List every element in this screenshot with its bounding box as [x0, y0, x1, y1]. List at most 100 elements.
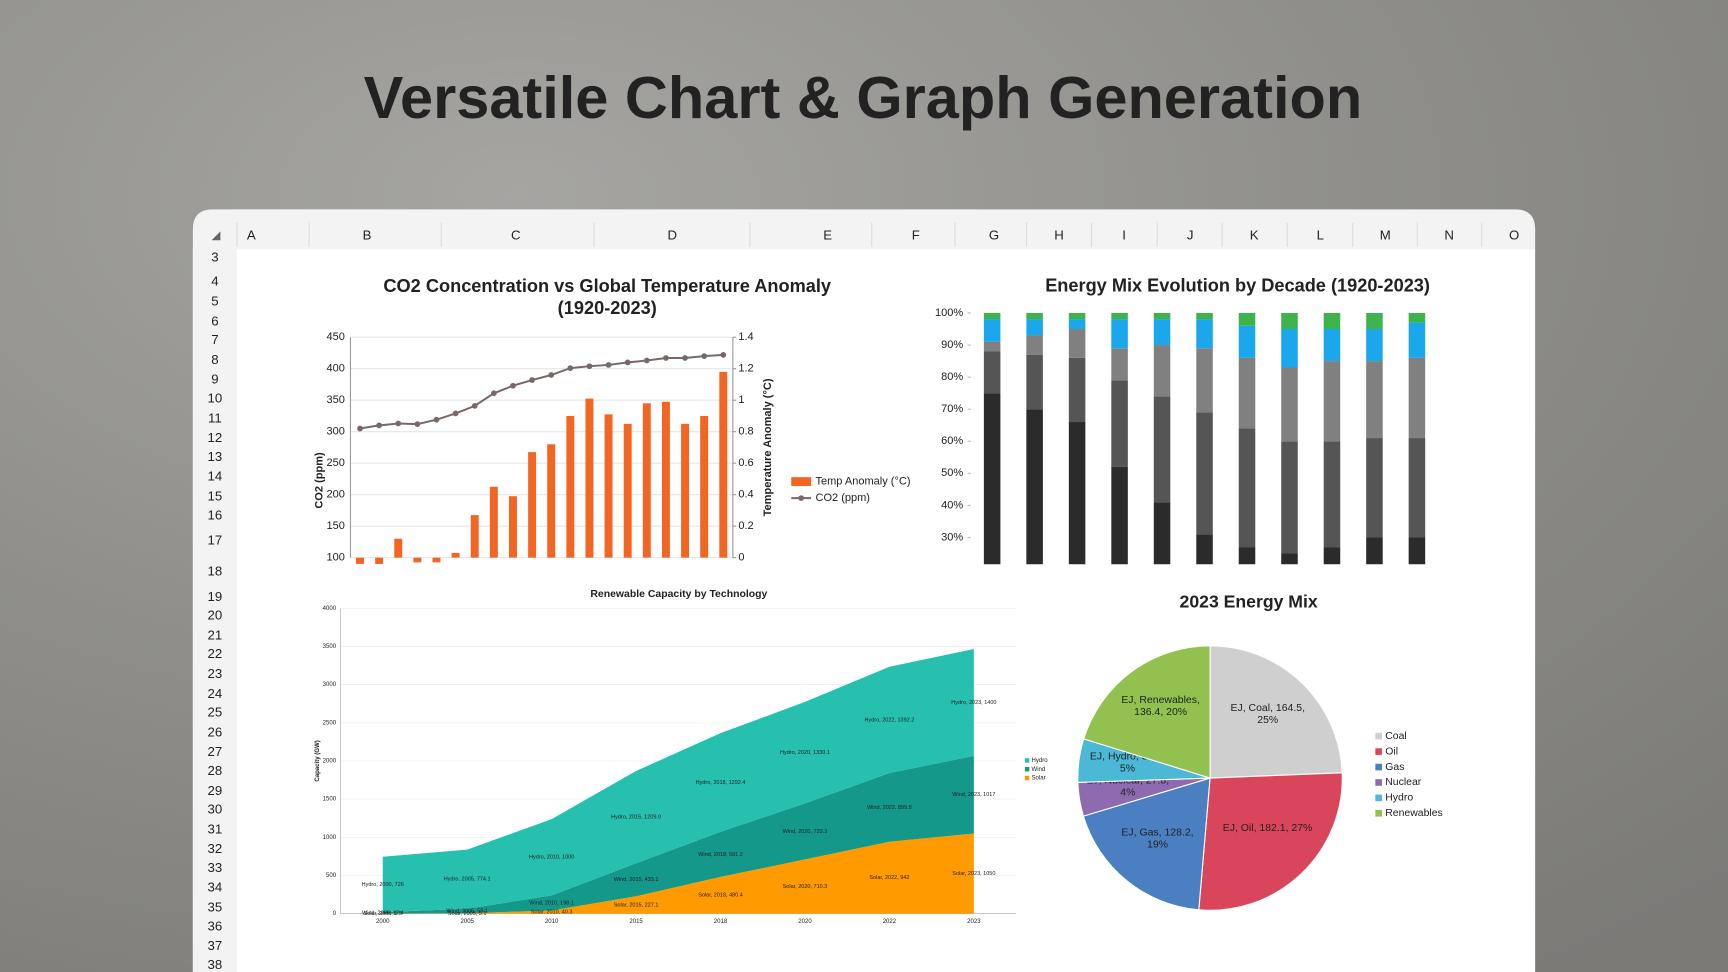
row-header[interactable]: 12 — [208, 430, 223, 445]
area — [382, 833, 974, 914]
row-header[interactable]: 27 — [208, 744, 223, 759]
data-label-box: EJ, Coal, 164.5, 25% — [1231, 701, 1306, 725]
row-header[interactable]: 5 — [211, 293, 218, 308]
bar-segment — [1238, 325, 1256, 358]
bar-segment — [1366, 537, 1383, 565]
column-header[interactable]: J — [1187, 227, 1194, 242]
column-header[interactable]: H — [1054, 227, 1064, 242]
row-header[interactable]: 7 — [211, 332, 218, 347]
row-header[interactable]: 3 — [211, 249, 218, 264]
y-axis-label: Capacity (GW) — [315, 740, 321, 781]
column-header[interactable]: C — [511, 227, 521, 242]
bar-segment — [1196, 312, 1213, 320]
x-tick-label: 2018 — [714, 919, 728, 925]
row-header[interactable]: 29 — [208, 783, 223, 798]
row-header[interactable]: 37 — [208, 938, 223, 953]
row-header[interactable]: 24 — [208, 686, 223, 701]
line-marker — [395, 420, 402, 427]
row-header[interactable]: 23 — [208, 666, 223, 681]
y-tick-label: 70% — [941, 403, 963, 415]
row-header[interactable]: 10 — [208, 390, 223, 405]
bar-segment — [1026, 354, 1043, 410]
row-header[interactable]: 4 — [211, 274, 218, 289]
row-header[interactable]: 8 — [211, 352, 218, 367]
row-header[interactable]: 38 — [208, 957, 223, 972]
line-marker — [567, 365, 574, 371]
row-header[interactable]: 32 — [208, 841, 223, 856]
data-label: Hydro, 2005, 774.1 — [444, 877, 491, 883]
row-header[interactable]: 31 — [208, 821, 223, 836]
legend-swatch — [1024, 767, 1030, 772]
data-label: Wind, 2005, 59.1 — [446, 908, 488, 914]
row-header[interactable]: 16 — [208, 507, 223, 522]
x-tick-label: 2015 — [629, 919, 643, 925]
column-header[interactable]: K — [1250, 227, 1259, 242]
legend-label: Coal — [1385, 731, 1407, 742]
chart-title: Energy Mix Evolution by Decade (1920-202… — [1045, 275, 1430, 295]
column-header[interactable]: G — [989, 227, 999, 242]
line-marker — [548, 372, 555, 378]
column-header[interactable]: F — [912, 227, 920, 242]
column-header[interactable]: D — [667, 227, 677, 242]
bar-segment — [1408, 312, 1426, 323]
row-header[interactable]: 30 — [208, 802, 223, 817]
bar-segment — [1196, 534, 1213, 565]
row-header[interactable]: 20 — [208, 608, 223, 623]
row-header[interactable]: 9 — [211, 372, 218, 387]
bar-segment — [1238, 428, 1256, 548]
bar-segment — [1323, 361, 1341, 442]
row-header[interactable]: 28 — [208, 763, 223, 778]
bar — [394, 538, 403, 558]
x-tick-label: 2020 — [798, 919, 812, 925]
row-header[interactable]: 15 — [208, 489, 223, 504]
bar-segment — [1408, 537, 1426, 565]
bar — [432, 557, 441, 563]
row-header[interactable]: 17 — [208, 533, 223, 548]
data-label: Solar, 2023, 1050 — [952, 871, 995, 877]
row-header[interactable]: 6 — [211, 313, 218, 328]
column-header[interactable]: N — [1444, 227, 1454, 242]
y-tick-label: 1500 — [323, 797, 337, 803]
row-header[interactable]: 19 — [208, 589, 223, 604]
row-header[interactable]: 18 — [208, 563, 223, 578]
x-tick-label: 2022 — [883, 919, 897, 925]
line-marker — [357, 425, 363, 432]
data-label: Wind, 2023, 1017 — [952, 792, 995, 798]
bar-segment — [1111, 348, 1128, 381]
column-header[interactable]: I — [1122, 227, 1126, 242]
data-label: Hydro, 2023, 1400 — [951, 700, 996, 706]
data-label: Solar, 2020, 710.3 — [783, 884, 828, 890]
column-header[interactable]: A — [247, 227, 256, 242]
data-label: Hydro, 2022, 1392.2 — [864, 717, 914, 723]
row-header[interactable]: 34 — [208, 880, 223, 895]
bar-segment — [1238, 312, 1256, 326]
row-header[interactable]: 33 — [208, 860, 223, 875]
column-header[interactable]: B — [363, 227, 372, 242]
column-header[interactable]: L — [1317, 227, 1324, 242]
row-header[interactable]: 35 — [208, 900, 223, 915]
row-header[interactable]: 21 — [208, 627, 223, 642]
legend-label: Nuclear — [1385, 777, 1422, 788]
data-label: EJ, Renewables, 136.4, 20% — [1121, 694, 1200, 719]
data-label-box: EJ, Oil, 182.1, 27% — [1223, 822, 1313, 834]
row-header[interactable]: 22 — [208, 646, 223, 661]
column-header[interactable]: M — [1380, 227, 1391, 242]
row-header[interactable]: 13 — [208, 449, 223, 464]
bar-segment — [1366, 329, 1383, 362]
bar — [509, 496, 517, 558]
line-marker — [682, 355, 688, 361]
line-marker — [414, 421, 421, 427]
row-header[interactable]: 11 — [208, 410, 222, 425]
bar-segment — [1068, 312, 1086, 320]
y2-tick-label: 0.8 — [738, 426, 753, 438]
row-header[interactable]: 25 — [208, 705, 223, 720]
column-header[interactable]: O — [1509, 227, 1519, 242]
y-tick-label: 90% — [941, 339, 963, 351]
row-header[interactable]: 26 — [208, 724, 223, 739]
column-header[interactable]: E — [823, 227, 832, 242]
row-header[interactable]: 36 — [208, 918, 223, 933]
bar — [375, 557, 384, 564]
row-header[interactable]: 14 — [208, 469, 223, 484]
legend-label: Solar — [1032, 776, 1046, 782]
line-marker — [490, 390, 497, 397]
